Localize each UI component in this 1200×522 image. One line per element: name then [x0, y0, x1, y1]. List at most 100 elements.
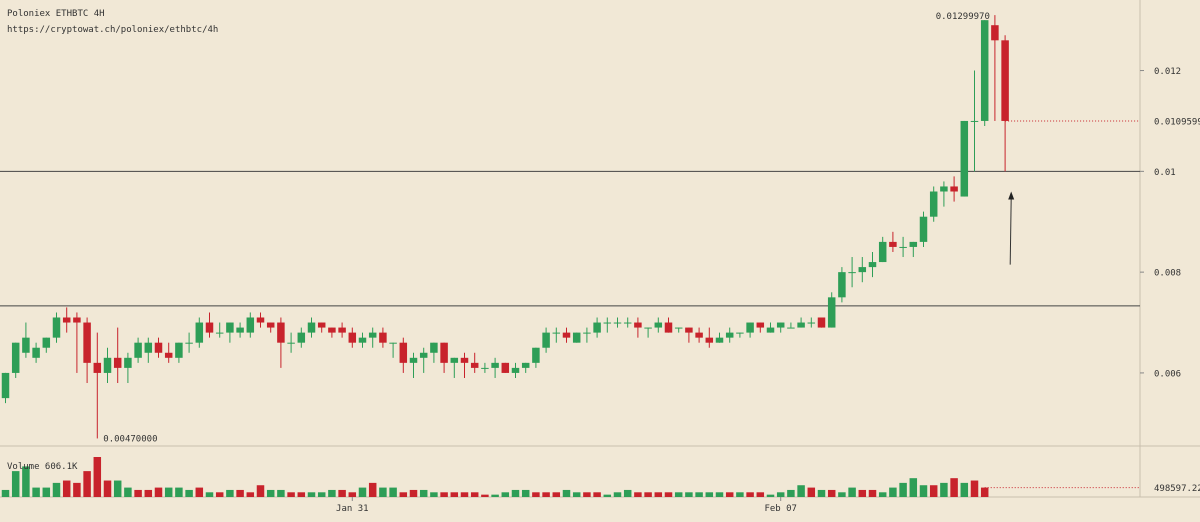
- volume-bar: [481, 494, 489, 497]
- candle-body: [338, 327, 346, 333]
- candle-body: [430, 342, 438, 353]
- volume-bar: [940, 482, 948, 497]
- last-volume-label: 498597.22: [1154, 484, 1200, 494]
- volume-bar: [868, 489, 877, 497]
- arrow-shaft: [1009, 197, 1012, 265]
- volume-bar: [848, 487, 856, 497]
- candle-body: [909, 241, 918, 247]
- volume-bar: [613, 492, 622, 497]
- volume-bar: [42, 487, 51, 497]
- volume-bar: [307, 492, 316, 497]
- volume-bar: [644, 492, 652, 497]
- candle-body: [266, 322, 275, 328]
- y-tick-label: 0.012: [1154, 67, 1181, 77]
- volume-bar: [134, 489, 142, 497]
- volume-bar: [22, 466, 30, 497]
- volume-bar: [501, 492, 510, 497]
- y-tick-label: 0.01: [1154, 168, 1176, 178]
- volume-bar: [470, 492, 479, 497]
- candle-body: [583, 332, 591, 334]
- volume-bar: [236, 489, 244, 497]
- volume-bar: [899, 482, 907, 497]
- last-price-label: 0.0109599: [1154, 117, 1200, 127]
- candle-body: [654, 322, 663, 328]
- candle-body: [297, 332, 306, 343]
- candle-body: [889, 241, 897, 247]
- candle-body: [226, 322, 234, 333]
- volume-bar: [226, 489, 234, 497]
- candle-body: [960, 120, 969, 197]
- candle-body: [848, 272, 856, 274]
- volume-bar: [980, 487, 989, 497]
- candle-body: [685, 327, 693, 333]
- candle-body: [623, 322, 632, 324]
- candle-body: [838, 272, 846, 298]
- volume-bar: [623, 489, 632, 497]
- volume-bar: [205, 492, 214, 497]
- candle-body: [419, 352, 428, 358]
- candle-body: [776, 322, 785, 328]
- volume-bar: [124, 487, 132, 497]
- candle-body: [899, 246, 907, 248]
- candle-body: [450, 357, 459, 363]
- volume-bar: [593, 492, 601, 497]
- volume-bar: [317, 492, 326, 497]
- volume-bar: [715, 492, 724, 497]
- candle-body: [715, 337, 724, 343]
- volume-bar: [552, 492, 561, 497]
- candle-body: [460, 357, 469, 363]
- candle-body: [440, 342, 448, 363]
- candle-body: [317, 322, 326, 328]
- volume-bar: [807, 487, 816, 497]
- candle-body: [572, 332, 581, 343]
- volume-bar: [430, 492, 438, 497]
- volume-bar: [409, 489, 418, 497]
- volume-bar: [950, 478, 958, 497]
- volume-bar: [460, 492, 469, 497]
- candle-body: [246, 317, 255, 333]
- candle-body: [878, 241, 887, 263]
- candle-body: [62, 317, 71, 323]
- candle-body: [705, 337, 714, 343]
- volume-bar: [266, 489, 275, 497]
- candle-body: [470, 362, 479, 368]
- volume-bar: [654, 492, 663, 497]
- candle-body: [134, 342, 142, 358]
- volume-bar: [572, 492, 581, 497]
- candle-body: [328, 327, 336, 333]
- candle-body: [52, 317, 61, 338]
- candle-body: [929, 191, 938, 217]
- volume-bar: [185, 489, 193, 497]
- candle-body: [164, 352, 173, 358]
- candle-body: [501, 362, 510, 373]
- volume-bar: [725, 492, 734, 497]
- candle-body: [940, 186, 948, 192]
- high-annotation: 0.01299970: [936, 12, 990, 22]
- volume-bar: [521, 489, 530, 497]
- volume-bar: [970, 480, 979, 497]
- volume-bar: [368, 482, 377, 497]
- volume-bar: [919, 485, 928, 497]
- candle-body: [603, 322, 612, 324]
- volume-bar: [746, 492, 754, 497]
- candle-body: [358, 337, 367, 343]
- chart-title: Poloniex ETHBTC 4H: [7, 9, 105, 19]
- chart-url: https://cryptowat.ch/poloniex/ethbtc/4h: [7, 25, 219, 35]
- volume-bar: [705, 492, 714, 497]
- volume-label: Volume 606.1K: [7, 462, 78, 472]
- volume-bar: [1, 489, 10, 497]
- candle-body: [185, 342, 193, 344]
- volume-bar: [603, 494, 612, 497]
- candle-body: [399, 342, 408, 363]
- candle-body: [980, 20, 989, 121]
- volume-bar: [889, 487, 897, 497]
- candle-body: [868, 262, 877, 268]
- candle-body: [532, 347, 540, 363]
- volume-bar: [562, 489, 571, 497]
- candle-body: [154, 342, 163, 353]
- candle-body: [613, 322, 622, 324]
- volume-bar: [175, 487, 183, 497]
- volume-bar: [634, 492, 642, 497]
- candle-body: [593, 322, 601, 333]
- x-tick-label: Jan 31: [336, 504, 369, 514]
